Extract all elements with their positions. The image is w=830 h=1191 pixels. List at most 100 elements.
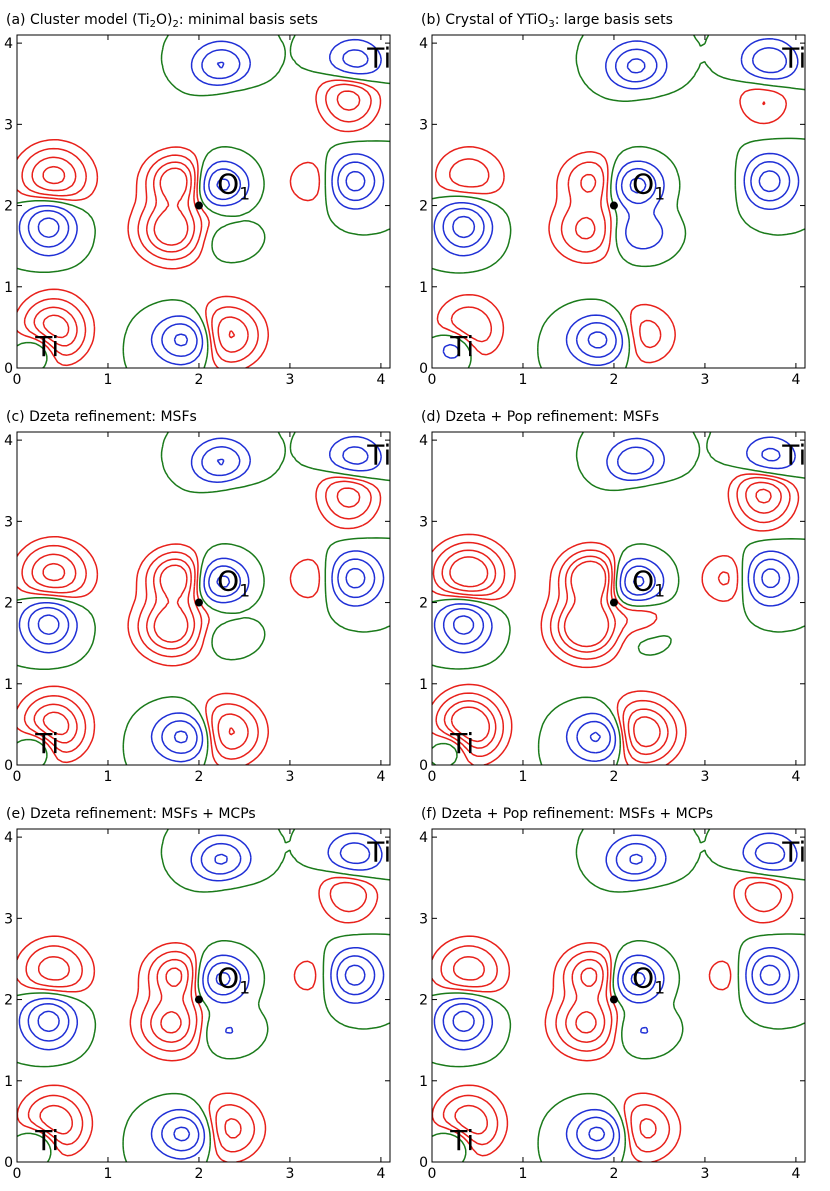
negative-contour <box>434 88 788 364</box>
x-tick-label: 3 <box>700 769 709 785</box>
negative-contour <box>42 165 236 339</box>
y-tick-label: 2 <box>4 993 13 1009</box>
contour-lines <box>432 432 805 765</box>
negative-contour <box>37 955 242 1139</box>
negative-contour <box>575 967 598 1034</box>
atom-label: Ti <box>34 330 59 363</box>
positive-contour <box>442 446 791 754</box>
positive-contour <box>18 832 385 1160</box>
panel-title: (f) Dzeta + Pop refinement: MSFs + MCPs <box>421 806 713 822</box>
x-tick-label: 2 <box>609 769 618 785</box>
y-tick-label: 3 <box>4 911 13 927</box>
x-tick-label: 4 <box>376 1166 385 1182</box>
y-tick-label: 0 <box>419 361 428 377</box>
x-tick-label: 2 <box>609 372 618 388</box>
negative-contour <box>448 101 766 349</box>
positive-contour <box>442 842 791 1152</box>
x-tick-label: 1 <box>519 1166 528 1182</box>
zero-contour <box>17 432 390 765</box>
y-tick-label: 4 <box>419 830 428 846</box>
y-tick-label: 0 <box>4 361 13 377</box>
zero-contour <box>432 432 805 765</box>
negative-contour <box>17 876 379 1162</box>
negative-contour <box>21 83 372 363</box>
panel-title: (e) Dzeta refinement: MSFs + MCPs <box>6 806 256 822</box>
origin-marker <box>609 598 618 607</box>
negative-contour <box>574 173 597 240</box>
negative-contour <box>31 90 361 353</box>
zero-contour <box>17 829 390 1162</box>
x-tick-label: 4 <box>376 372 385 388</box>
atom-label: Ti <box>366 835 391 868</box>
y-tick-label: 3 <box>4 117 13 133</box>
positive-contour <box>27 49 376 358</box>
atom-label: O1 <box>632 961 665 998</box>
plot-frame <box>16 34 391 369</box>
origin-marker <box>194 995 203 1004</box>
y-tick-label: 4 <box>4 36 13 52</box>
negative-contour <box>449 488 772 748</box>
panel-d: (d) Dzeta + Pop refinement: MSFs 0 1 2 3 4 0 1 2… <box>415 397 830 794</box>
panel-e: (e) Dzeta refinement: MSFs + MCPs 0 1 2 3 4 0 1… <box>0 794 415 1191</box>
positive-contour <box>37 458 366 744</box>
x-tick-label: 3 <box>285 372 294 388</box>
plot-frame <box>16 828 391 1163</box>
y-tick-label: 4 <box>4 830 13 846</box>
x-tick-label: 4 <box>791 372 800 388</box>
panel-b: (b) Crystal of YTiO3: large basis sets 0 1… <box>415 0 830 397</box>
x-tick-label: 0 <box>428 769 437 785</box>
negative-contour <box>25 881 368 1153</box>
x-tick-label: 1 <box>519 769 528 785</box>
positive-contour <box>452 58 781 349</box>
contour-plot-e: (e) Dzeta refinement: MSFs + MCPs 0 1 2 3 4 0 1… <box>4 806 391 1182</box>
negative-contour <box>452 955 657 1139</box>
origin-marker <box>609 995 618 1004</box>
x-tick-label: 1 <box>104 769 113 785</box>
atom-label: Ti <box>34 1124 59 1157</box>
y-tick-label: 4 <box>419 433 428 449</box>
negative-contour <box>160 967 183 1034</box>
x-tick-label: 4 <box>376 769 385 785</box>
x-tick-label: 4 <box>791 1166 800 1182</box>
contour-plot-f: (f) Dzeta + Pop refinement: MSFs + MCPs 0… <box>419 806 806 1182</box>
origin-marker <box>194 598 203 607</box>
panel-title: (a) Cluster model (Ti2O)2: minimal basis… <box>6 12 318 30</box>
atom-label: Ti <box>34 727 59 760</box>
x-tick-label: 2 <box>194 1166 203 1182</box>
panel-title: (c) Dzeta refinement: MSFs <box>6 409 197 425</box>
y-tick-label: 4 <box>419 36 428 52</box>
y-tick-label: 2 <box>419 596 428 612</box>
x-tick-label: 3 <box>700 372 709 388</box>
plot-frame <box>16 431 391 766</box>
y-tick-label: 2 <box>419 199 428 215</box>
panel-title: (b) Crystal of YTiO3: large basis sets <box>421 12 673 30</box>
positive-contour <box>37 61 366 347</box>
atom-label: Ti <box>781 438 806 471</box>
contour-plot-a: (a) Cluster model (Ti2O)2: minimal basis… <box>4 12 391 388</box>
plot-frame <box>431 828 806 1163</box>
atom-label: O1 <box>217 167 250 204</box>
atom-label: Ti <box>366 41 391 74</box>
positive-contour <box>18 435 385 763</box>
contour-lines <box>17 432 390 765</box>
negative-contour <box>440 881 783 1153</box>
atom-label: Ti <box>449 330 474 363</box>
y-tick-label: 1 <box>419 280 428 296</box>
zero-contour <box>432 829 805 1162</box>
atom-label: O1 <box>632 167 665 204</box>
plot-frame <box>431 431 806 766</box>
atom-label: Ti <box>449 727 474 760</box>
atom-label: Ti <box>781 835 806 868</box>
y-tick-label: 1 <box>419 677 428 693</box>
contour-plot-b: (b) Crystal of YTiO3: large basis sets 0 1… <box>419 12 806 388</box>
y-tick-label: 0 <box>419 758 428 774</box>
positive-contour <box>37 853 366 1142</box>
x-tick-label: 3 <box>285 769 294 785</box>
y-tick-label: 3 <box>419 911 428 927</box>
contour-plot-c: (c) Dzeta refinement: MSFs 0 1 2 3 4 0 1 2 3 4 Ti O1… <box>4 409 391 785</box>
negative-contour <box>17 476 382 765</box>
origin-marker <box>194 201 203 210</box>
panel-c: (c) Dzeta refinement: MSFs 0 1 2 3 4 0 1 2 3 4 Ti O1… <box>0 397 415 794</box>
positive-contour <box>433 37 800 367</box>
y-tick-label: 1 <box>4 280 13 296</box>
